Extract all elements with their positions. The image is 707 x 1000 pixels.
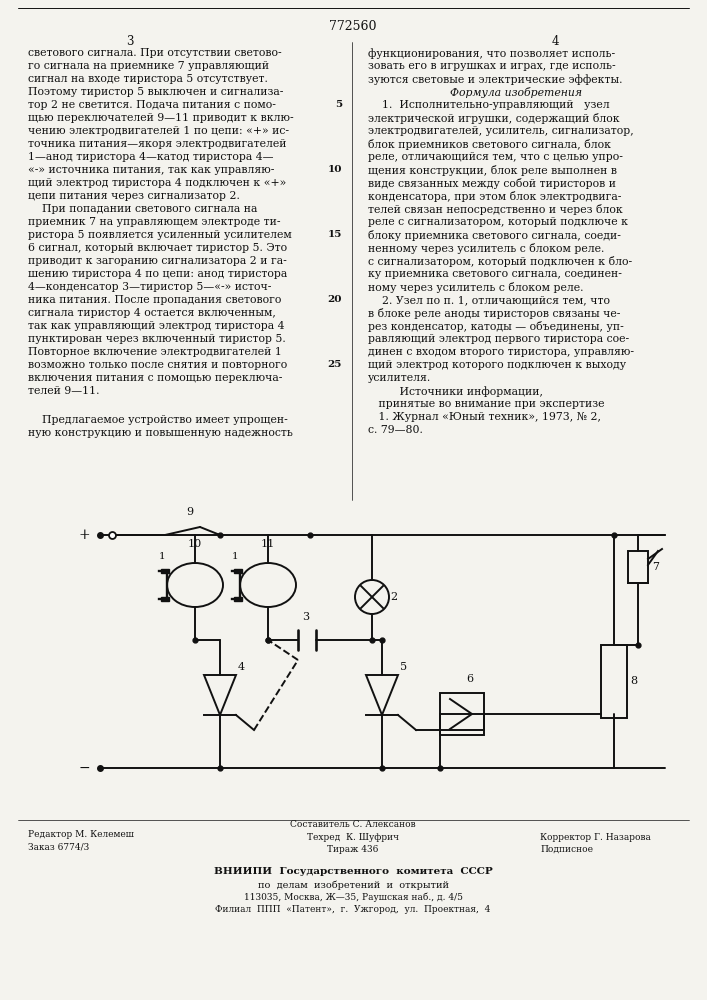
Text: тор 2 не светится. Подача питания с помо-: тор 2 не светится. Подача питания с помо… (28, 100, 276, 110)
Text: возможно только после снятия и повторного: возможно только после снятия и повторног… (28, 360, 287, 370)
Text: Повторное включение электродвигателей 1: Повторное включение электродвигателей 1 (28, 347, 282, 357)
Text: Формула изобретения: Формула изобретения (450, 87, 582, 98)
Text: 772560: 772560 (329, 20, 377, 33)
Text: реле с сигнализатором, который подключе к: реле с сигнализатором, который подключе … (368, 217, 628, 227)
Text: Поэтому тиристор 5 выключен и сигнализа-: Поэтому тиристор 5 выключен и сигнализа- (28, 87, 284, 97)
Text: точника питания—якоря электродвигателей: точника питания—якоря электродвигателей (28, 139, 286, 149)
Text: 20: 20 (327, 295, 342, 304)
Text: 8: 8 (630, 676, 637, 686)
Text: включения питания с помощью переключа-: включения питания с помощью переключа- (28, 373, 282, 383)
Text: 2: 2 (390, 592, 397, 602)
Text: 113035, Москва, Ж—35, Раушская наб., д. 4/5: 113035, Москва, Ж—35, Раушская наб., д. … (243, 892, 462, 902)
Text: щий электрод тиристора 4 подключен к «+»: щий электрод тиристора 4 подключен к «+» (28, 178, 286, 188)
Text: Заказ 6774/3: Заказ 6774/3 (28, 842, 89, 852)
Text: 1.  Исполнительно-управляющий   узел: 1. Исполнительно-управляющий узел (368, 100, 609, 110)
Bar (161, 597, 169, 601)
Bar (628, 551, 648, 583)
Text: так как управляющий электрод тиристора 4: так как управляющий электрод тиристора 4 (28, 321, 284, 331)
Text: телей 9—11.: телей 9—11. (28, 386, 100, 396)
Text: 4: 4 (238, 662, 245, 672)
Text: Филиал  ППП  «Патент»,  г.  Ужгород,  ул.  Проектная,  4: Филиал ППП «Патент», г. Ужгород, ул. Про… (216, 905, 491, 914)
Text: го сигнала на приемнике 7 управляющий: го сигнала на приемнике 7 управляющий (28, 61, 269, 71)
Text: 4: 4 (551, 35, 559, 48)
Text: приемник 7 на управляющем электроде ти-: приемник 7 на управляющем электроде ти- (28, 217, 281, 227)
Text: щий электрод которого подключен к выходу: щий электрод которого подключен к выходу (368, 360, 626, 370)
Bar (601, 645, 627, 718)
Bar (440, 693, 484, 735)
Text: 10: 10 (188, 539, 202, 549)
Text: блок приемников светового сигнала, блок: блок приемников светового сигнала, блок (368, 139, 611, 150)
Text: Составитель С. Алексанов: Составитель С. Алексанов (290, 820, 416, 829)
Text: цепи питания через сигнализатор 2.: цепи питания через сигнализатор 2. (28, 191, 240, 201)
Text: конденсатора, при этом блок электродвига-: конденсатора, при этом блок электродвига… (368, 191, 621, 202)
Text: щью переключателей 9—11 приводит к вклю-: щью переключателей 9—11 приводит к вклю- (28, 113, 293, 123)
Text: +: + (78, 528, 90, 542)
Text: с сигнализатором, который подключен к бло-: с сигнализатором, который подключен к бл… (368, 256, 632, 267)
Text: −: − (78, 761, 90, 775)
Text: телей связан непосредственно и через блок: телей связан непосредственно и через бло… (368, 204, 623, 215)
Text: 6: 6 (466, 674, 473, 684)
Text: шению тиристора 4 по цепи: анод тиристора: шению тиристора 4 по цепи: анод тиристор… (28, 269, 287, 279)
Text: ника питания. После пропадания светового: ника питания. После пропадания светового (28, 295, 281, 305)
Text: ную конструкцию и повышенную надежность: ную конструкцию и повышенную надежность (28, 428, 293, 438)
Text: динен с входом второго тиристора, управляю-: динен с входом второго тиристора, управл… (368, 347, 634, 357)
Text: 10: 10 (327, 165, 342, 174)
Text: «-» источника питания, так как управляю-: «-» источника питания, так как управляю- (28, 165, 274, 175)
Text: пунктирован через включенный тиристор 5.: пунктирован через включенный тиристор 5. (28, 334, 286, 344)
Text: по  делам  изобретений  и  открытий: по делам изобретений и открытий (257, 880, 448, 890)
Text: ку приемника светового сигнала, соединен-: ку приемника светового сигнала, соединен… (368, 269, 622, 279)
Text: ненному через усилитель с блоком реле.: ненному через усилитель с блоком реле. (368, 243, 604, 254)
Text: 5: 5 (400, 662, 407, 672)
Text: зовать его в игрушках и играх, где исполь-: зовать его в игрушках и играх, где испол… (368, 61, 616, 71)
Text: Корректор Г. Назарова: Корректор Г. Назарова (540, 832, 651, 842)
Text: приводит к загоранию сигнализатора 2 и га-: приводит к загоранию сигнализатора 2 и г… (28, 256, 287, 266)
Text: 7: 7 (652, 562, 659, 572)
Text: 9: 9 (187, 507, 194, 517)
Text: сигнала тиристор 4 остается включенным,: сигнала тиристор 4 остается включенным, (28, 308, 276, 318)
Text: 4—конденсатор 3—тиристор 5—«-» источ-: 4—конденсатор 3—тиристор 5—«-» источ- (28, 282, 271, 292)
Text: Техред  К. Шуфрич: Техред К. Шуфрич (307, 832, 399, 842)
Text: Источники информации,: Источники информации, (368, 386, 543, 397)
Bar (234, 569, 242, 573)
Text: Подписное: Подписное (540, 845, 593, 854)
Text: в блоке реле аноды тиристоров связаны че-: в блоке реле аноды тиристоров связаны че… (368, 308, 620, 319)
Bar (161, 569, 169, 573)
Text: ристора 5 появляется усиленный усилителем: ристора 5 появляется усиленный усилителе… (28, 230, 292, 240)
Text: Тираж 436: Тираж 436 (327, 845, 379, 854)
Text: сигнал на входе тиристора 5 отсутствует.: сигнал на входе тиристора 5 отсутствует. (28, 74, 268, 84)
Text: 6 сигнал, который включает тиристор 5. Это: 6 сигнал, который включает тиристор 5. Э… (28, 243, 287, 253)
Text: зуются световые и электрические эффекты.: зуются световые и электрические эффекты. (368, 74, 622, 85)
Text: Предлагаемое устройство имеет упрощен-: Предлагаемое устройство имеет упрощен- (28, 415, 288, 425)
Text: функционирования, что позволяет исполь-: функционирования, что позволяет исполь- (368, 48, 615, 59)
Text: виде связанных между собой тиристоров и: виде связанных между собой тиристоров и (368, 178, 616, 189)
Text: щения конструкции, блок реле выполнен в: щения конструкции, блок реле выполнен в (368, 165, 617, 176)
Text: с. 79—80.: с. 79—80. (368, 425, 423, 435)
Text: ному через усилитель с блоком реле.: ному через усилитель с блоком реле. (368, 282, 583, 293)
Text: Редактор М. Келемеш: Редактор М. Келемеш (28, 830, 134, 839)
Text: 15: 15 (327, 230, 342, 239)
Text: принятые во внимание при экспертизе: принятые во внимание при экспертизе (368, 399, 604, 409)
Text: чению электродвигателей 1 по цепи: «+» ис-: чению электродвигателей 1 по цепи: «+» и… (28, 126, 289, 136)
Text: 3: 3 (127, 35, 134, 48)
Text: равляющий электрод первого тиристора сое-: равляющий электрод первого тиристора сое… (368, 334, 629, 344)
Text: светового сигнала. При отсутствии светово-: светового сигнала. При отсутствии светов… (28, 48, 281, 58)
Text: усилителя.: усилителя. (368, 373, 431, 383)
Text: ВНИИПИ  Государственного  комитета  СССР: ВНИИПИ Государственного комитета СССР (214, 867, 492, 876)
Text: 1: 1 (231, 552, 238, 561)
Text: рез конденсатор, катоды — объединены, уп-: рез конденсатор, катоды — объединены, уп… (368, 321, 624, 332)
Text: 5: 5 (335, 100, 342, 109)
Text: 1. Журнал «Юный техник», 1973, № 2,: 1. Журнал «Юный техник», 1973, № 2, (368, 412, 601, 422)
Text: электродвигателей, усилитель, сигнализатор,: электродвигателей, усилитель, сигнализат… (368, 126, 633, 136)
Bar (234, 597, 242, 601)
Text: реле, отличающийся тем, что с целью упро-: реле, отличающийся тем, что с целью упро… (368, 152, 623, 162)
Text: блоку приемника светового сигнала, соеди-: блоку приемника светового сигнала, соеди… (368, 230, 621, 241)
Text: 25: 25 (327, 360, 342, 369)
Text: 11: 11 (261, 539, 275, 549)
Text: 3: 3 (303, 612, 310, 622)
Text: электрической игрушки, содержащий блок: электрической игрушки, содержащий блок (368, 113, 619, 124)
Text: 1: 1 (158, 552, 165, 561)
Text: 2. Узел по п. 1, отличающийся тем, что: 2. Узел по п. 1, отличающийся тем, что (368, 295, 610, 305)
Text: При попадании светового сигнала на: При попадании светового сигнала на (28, 204, 257, 214)
Text: 1—анод тиристора 4—катод тиристора 4—: 1—анод тиристора 4—катод тиристора 4— (28, 152, 274, 162)
